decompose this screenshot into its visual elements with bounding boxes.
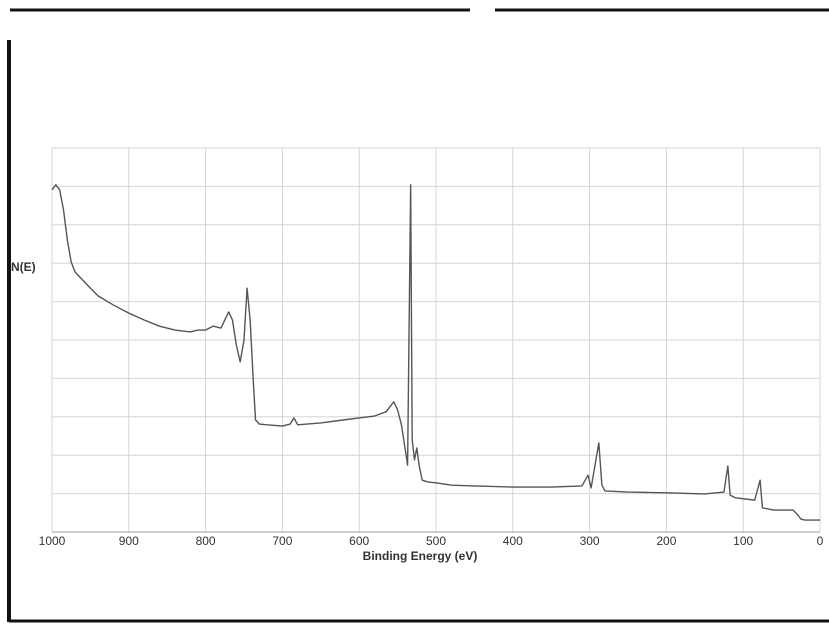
x-tick-label: 800 (196, 534, 216, 548)
x-tick-label: 300 (580, 534, 600, 548)
x-tick-label: 600 (349, 534, 369, 548)
x-tick-label: 1000 (39, 534, 66, 548)
x-tick-label: 400 (503, 534, 523, 548)
y-axis-title: N(E) (11, 260, 36, 274)
x-tick-label: 500 (426, 534, 446, 548)
x-tick-label: 100 (733, 534, 753, 548)
spectrum-line (51, 184, 820, 521)
x-tick-label: 0 (817, 534, 824, 548)
x-axis-title: Binding Energy (eV) (363, 549, 478, 563)
x-tick-label: 200 (656, 534, 676, 548)
x-tick-label: 900 (119, 534, 139, 548)
x-tick-label: 700 (272, 534, 292, 548)
